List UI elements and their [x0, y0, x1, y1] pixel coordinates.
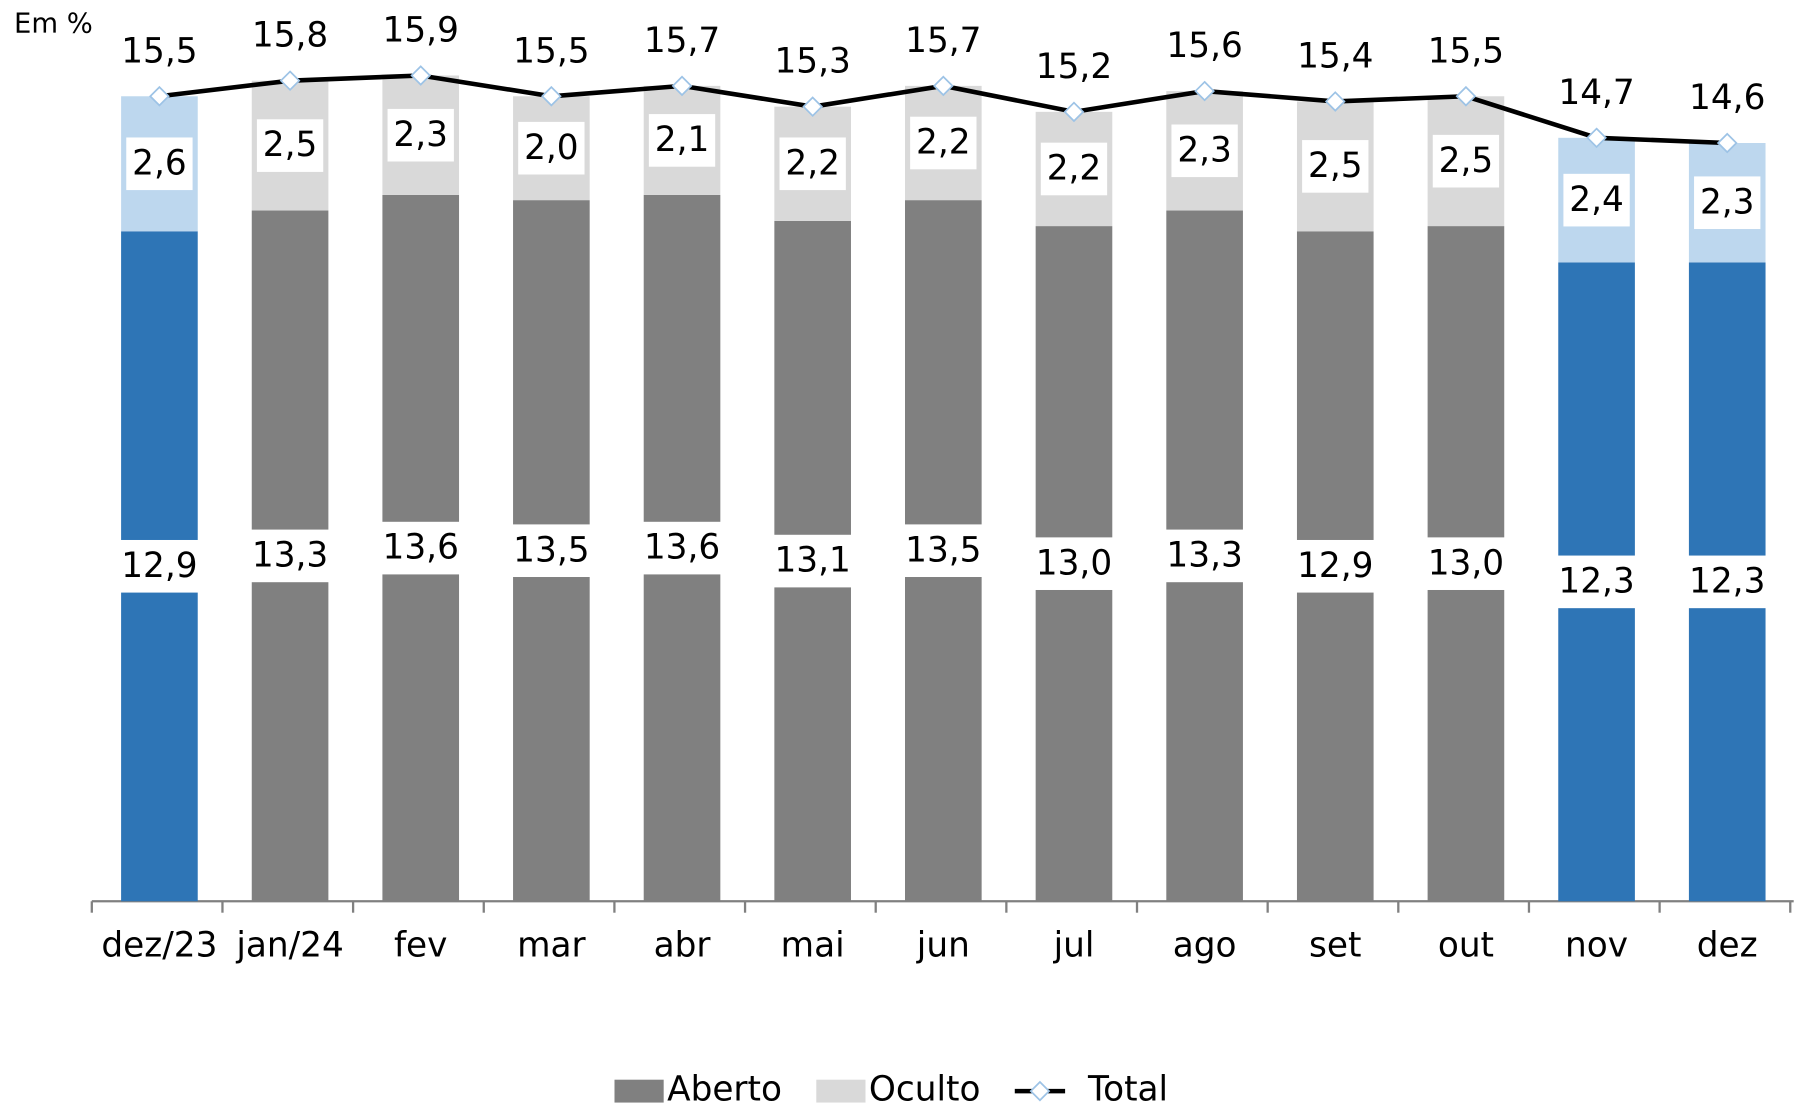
data-label: 12,3 — [1558, 562, 1634, 602]
legend-label: Oculto — [869, 1070, 981, 1106]
label-box — [1686, 555, 1768, 609]
data-label: 15,7 — [905, 21, 981, 61]
data-label: 13,3 — [1166, 536, 1242, 576]
line-marker — [541, 85, 562, 107]
label-box — [1294, 539, 1376, 593]
unit-label: Em % — [14, 9, 93, 40]
legend-swatch — [614, 1079, 664, 1103]
data-label: 2,2 — [1047, 149, 1102, 189]
data-label: 2,5 — [263, 125, 318, 165]
x-tick-label: jun — [916, 926, 970, 966]
label-box — [518, 121, 585, 175]
data-label: 2,2 — [916, 123, 971, 163]
line-marker — [1324, 91, 1346, 112]
line-marker — [279, 70, 301, 92]
data-label: 2,0 — [524, 128, 579, 168]
data-label: 15,2 — [1036, 47, 1112, 87]
data-label: 2,5 — [1308, 146, 1363, 186]
data-label: 12,9 — [121, 546, 197, 586]
data-label: 2,3 — [1700, 182, 1755, 222]
data-label: 13,0 — [1428, 543, 1504, 583]
label-box — [387, 108, 454, 162]
data-label: 15,3 — [774, 42, 850, 82]
data-label: 14,7 — [1558, 73, 1634, 113]
x-tick-label: mar — [517, 926, 586, 966]
x-tick-label: jul — [1053, 926, 1095, 966]
label-box — [772, 534, 854, 588]
line-marker — [1716, 132, 1738, 154]
label-box — [648, 114, 716, 167]
data-label: 14,6 — [1689, 78, 1765, 118]
line-marker — [1063, 101, 1085, 123]
label-box — [510, 524, 592, 578]
label-box — [1694, 176, 1761, 230]
label-box — [910, 116, 977, 170]
data-label: 12,9 — [1297, 546, 1373, 586]
x-tick-label: out — [1438, 926, 1494, 966]
label-box — [779, 137, 846, 191]
data-label: 2,2 — [785, 143, 840, 183]
data-label: 15,5 — [121, 31, 197, 71]
data-label: 15,8 — [252, 16, 328, 56]
line-marker — [1586, 127, 1607, 149]
line-marker — [410, 65, 432, 86]
label-box — [1033, 537, 1115, 590]
label-box — [902, 524, 984, 578]
x-tick-label: mai — [781, 926, 845, 966]
label-box — [641, 521, 723, 575]
data-label: 13,3 — [252, 536, 328, 576]
label-box — [1171, 124, 1238, 178]
data-label: 15,9 — [383, 11, 459, 51]
x-tick-label: dez — [1697, 926, 1758, 966]
data-label: 2,3 — [1177, 130, 1232, 170]
data-label: 15,5 — [1428, 31, 1504, 71]
data-label: 2,5 — [1439, 141, 1494, 181]
label-box — [1425, 537, 1507, 590]
data-label: 15,5 — [513, 31, 589, 71]
x-tick-label: dez/23 — [101, 926, 217, 966]
label-box — [1432, 134, 1500, 188]
label-box — [118, 539, 201, 593]
x-tick-label: nov — [1565, 926, 1628, 966]
data-label: 2,1 — [655, 120, 710, 160]
legend-label: Total — [1087, 1070, 1168, 1106]
label-box — [1555, 555, 1638, 609]
label-box — [1302, 140, 1369, 193]
label-box — [380, 521, 462, 575]
data-label: 12,3 — [1689, 562, 1765, 602]
data-label: 15,7 — [644, 21, 720, 61]
data-label: 2,3 — [393, 115, 448, 155]
data-label: 13,6 — [644, 528, 720, 568]
x-tick-label: fev — [394, 926, 447, 966]
label-box — [126, 137, 193, 191]
data-label: 13,0 — [1036, 543, 1112, 583]
x-tick-label: ago — [1173, 926, 1237, 966]
x-tick-label: set — [1309, 926, 1361, 966]
data-label: 15,4 — [1297, 36, 1373, 76]
label-box — [1040, 142, 1108, 196]
data-label: 13,5 — [905, 530, 981, 570]
data-label: 2,6 — [132, 143, 187, 183]
x-tick-label: abr — [654, 926, 712, 966]
label-box — [1164, 529, 1246, 583]
line-marker — [149, 85, 170, 107]
label-box — [1563, 173, 1630, 227]
line-marker — [932, 75, 954, 97]
line-marker — [1455, 85, 1477, 107]
line-marker — [1194, 80, 1215, 102]
legend-marker — [1029, 1080, 1051, 1102]
legend-label: Aberto — [667, 1070, 782, 1106]
line-marker — [671, 75, 693, 97]
data-label: 13,1 — [774, 541, 850, 581]
legend-swatch — [816, 1079, 866, 1103]
data-label: 13,5 — [513, 530, 589, 570]
line-marker — [802, 96, 824, 118]
data-label: 13,6 — [383, 528, 459, 568]
data-label: 2,4 — [1569, 180, 1624, 220]
x-tick-label: jan/24 — [235, 926, 343, 966]
label-box — [249, 529, 331, 583]
data-label: 15,6 — [1166, 26, 1242, 66]
label-box — [256, 119, 324, 172]
